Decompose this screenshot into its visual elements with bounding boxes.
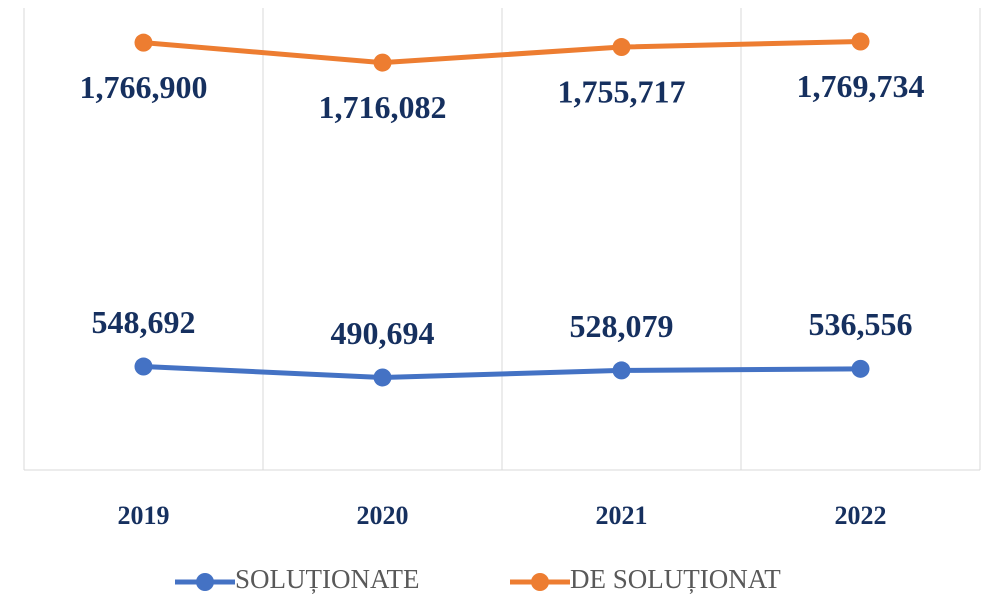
data-label: 490,694 [331,315,435,351]
legend-label: DE SOLUȚIONAT [570,564,781,594]
legend-marker [196,573,214,591]
x-tick-label: 2019 [118,501,170,530]
data-point [612,38,631,57]
data-point [851,32,870,51]
data-point [851,359,870,378]
data-label: 1,769,734 [797,68,925,104]
data-label: 1,755,717 [558,73,686,109]
x-tick-label: 2022 [835,501,887,530]
data-label: 528,079 [570,308,674,344]
data-point [373,368,392,387]
data-point [612,361,631,380]
x-tick-label: 2020 [357,501,409,530]
series-line [143,39,861,66]
legend-label: SOLUȚIONATE [235,564,419,594]
x-tick-label: 2021 [596,501,648,530]
data-label: 536,556 [809,306,913,342]
data-point [134,33,153,52]
data-point [373,53,392,72]
data-point [134,357,153,376]
series-line [143,364,861,380]
data-label: 548,692 [92,304,196,340]
data-label: 1,766,900 [80,69,208,105]
data-label: 1,716,082 [319,89,447,125]
legend-marker [531,573,549,591]
